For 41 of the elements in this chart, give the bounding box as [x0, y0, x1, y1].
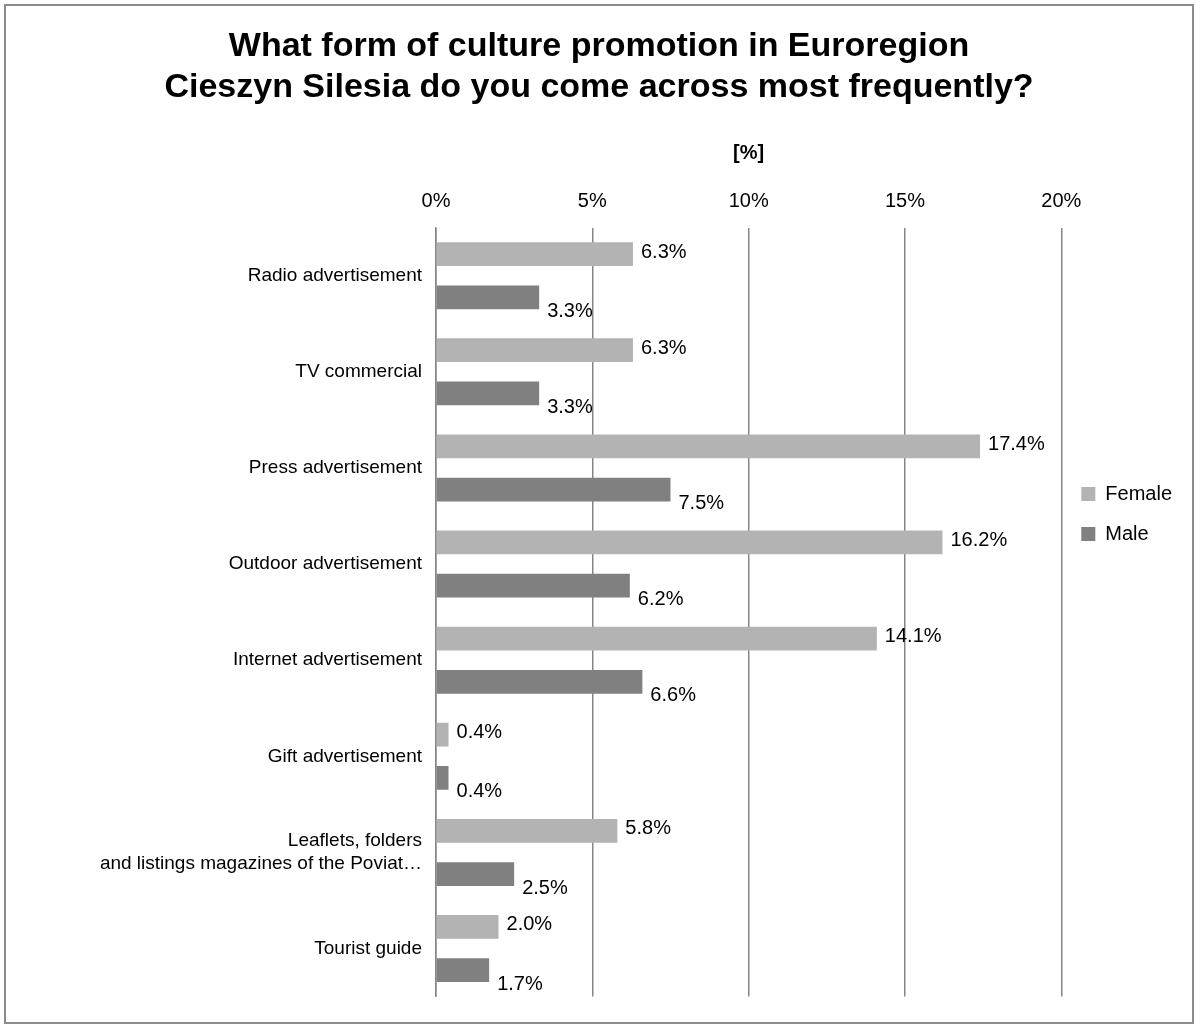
bar	[436, 242, 633, 266]
data-label: 16.2%	[950, 527, 1008, 550]
data-label: 2.0%	[506, 912, 553, 935]
bar	[436, 915, 499, 939]
bar	[436, 434, 981, 459]
y-tick-label: Press advertisement	[248, 456, 423, 478]
data-label: 6.6%	[650, 683, 697, 706]
x-tick-label: 20%	[1041, 189, 1082, 212]
data-label: 0.4%	[456, 720, 503, 743]
y-tick-label: TV commercial	[295, 360, 422, 382]
data-label: 2.5%	[522, 875, 568, 898]
x-axis-title: [%]	[733, 141, 765, 164]
data-label: 0.4%	[456, 779, 503, 802]
bar	[436, 338, 633, 363]
chart-title: What form of culture promotion in Euroregion Cieszyn Silesia do you come across most frequently?	[164, 24, 1034, 104]
legend-label: Female	[1105, 481, 1173, 504]
x-tick-label: 0%	[421, 189, 451, 212]
data-label: 3.3%	[547, 394, 593, 417]
data-label: 5.8%	[625, 816, 672, 839]
bar	[436, 626, 877, 651]
y-tick-label: Outdoor advertisement	[228, 552, 423, 574]
bar	[436, 818, 618, 843]
y-tick-label: Radio advertisement	[247, 263, 423, 285]
data-label: 6.3%	[640, 239, 687, 262]
data-label: 17.4%	[988, 431, 1045, 454]
y-tick-label: Tourist guide	[314, 936, 422, 958]
legend-label: Male	[1105, 521, 1149, 544]
bar	[436, 722, 449, 747]
bar	[436, 530, 943, 555]
data-label: 3.3%	[547, 298, 593, 321]
x-tick-label: 10%	[728, 189, 769, 212]
data-label: 14.1%	[884, 624, 942, 647]
data-label: 1.7%	[497, 971, 543, 994]
data-label: 6.3%	[640, 335, 687, 358]
y-tick-label: Gift advertisement	[267, 744, 423, 766]
x-tick-label: 15%	[884, 189, 926, 212]
y-tick-label: Leaflets, folders and listings magazines of the Poviat…	[99, 829, 422, 874]
data-label: 7.5%	[678, 491, 725, 514]
y-tick-label: Internet advertisement	[232, 648, 423, 670]
x-tick-label: 5%	[577, 189, 607, 212]
data-label: 6.2%	[637, 587, 684, 610]
